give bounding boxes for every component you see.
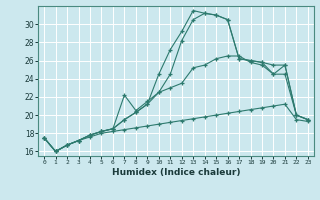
X-axis label: Humidex (Indice chaleur): Humidex (Indice chaleur) bbox=[112, 168, 240, 177]
